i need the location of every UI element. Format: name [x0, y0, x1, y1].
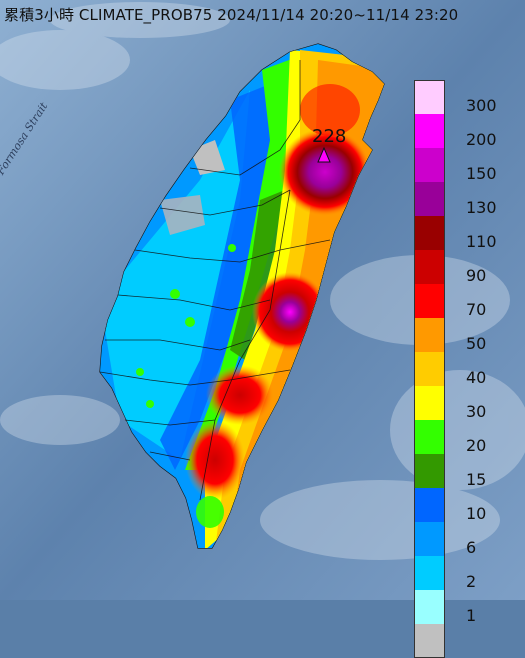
legend-label: 6: [466, 538, 477, 557]
legend-swatch: [414, 556, 445, 590]
legend-swatch: [414, 250, 445, 284]
map-title: 累積3小時 CLIMATE_PROB75 2024/11/14 20:20~11…: [4, 6, 459, 24]
legend-row: 15: [414, 454, 504, 489]
legend-row: 90: [414, 250, 504, 285]
legend-label: 130: [466, 198, 497, 217]
legend-swatch: [414, 386, 445, 420]
legend-row: 40: [414, 352, 504, 387]
legend-row: 200: [414, 114, 504, 149]
legend-swatch: [414, 522, 445, 556]
legend-label: 10: [466, 504, 487, 523]
legend-swatch: [414, 80, 445, 114]
legend-swatch: [414, 590, 445, 624]
legend-row: 300: [414, 80, 504, 115]
legend-label: 15: [466, 470, 487, 489]
legend-label: 40: [466, 368, 487, 387]
legend-swatch: [414, 182, 445, 216]
legend-label: 110: [466, 232, 497, 251]
legend-swatch: [414, 454, 445, 488]
legend-row: 10: [414, 488, 504, 523]
legend-row: 6: [414, 522, 504, 557]
legend-row: 1: [414, 590, 504, 625]
legend-swatch: [414, 420, 445, 454]
legend-label: 1: [466, 606, 477, 625]
legend-swatch: [414, 114, 445, 148]
legend-row: 70: [414, 284, 504, 319]
legend-row: 130: [414, 182, 504, 217]
legend-label: 150: [466, 164, 497, 183]
legend-row: 20: [414, 420, 504, 455]
legend-row: 30: [414, 386, 504, 421]
legend-swatch: [414, 318, 445, 352]
legend-row: 2: [414, 556, 504, 591]
legend-row: 50: [414, 318, 504, 353]
legend-row: 150: [414, 148, 504, 183]
legend-label: 2: [466, 572, 477, 591]
legend-label: 300: [466, 96, 497, 115]
legend-swatch: [414, 624, 445, 658]
legend-label: 70: [466, 300, 487, 319]
legend-row: 110: [414, 216, 504, 251]
legend-swatch: [414, 148, 445, 182]
legend-label: 30: [466, 402, 487, 421]
legend-swatch: [414, 284, 445, 318]
legend-swatch: [414, 488, 445, 522]
legend-label: 50: [466, 334, 487, 353]
legend-label: 20: [466, 436, 487, 455]
legend-swatch: [414, 216, 445, 250]
color-legend: 300 200 150 130 110 90 70 50 40 30 20 15 10 6 2 1: [414, 80, 504, 658]
legend-swatch: [414, 352, 445, 386]
max-value-label: 228: [312, 126, 347, 147]
legend-label: 90: [466, 266, 487, 285]
legend-label: 200: [466, 130, 497, 149]
legend-row: [414, 624, 504, 658]
